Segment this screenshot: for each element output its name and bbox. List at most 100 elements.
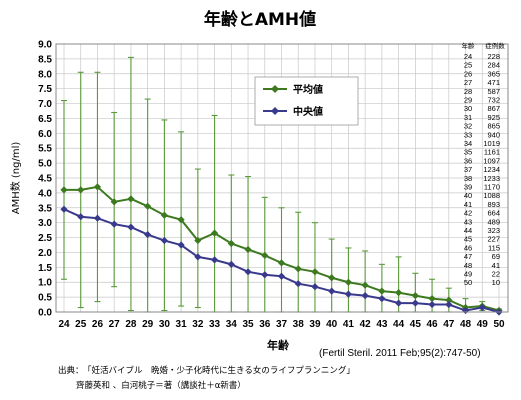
x-tick-label: 48 (460, 319, 472, 330)
y-tick-label: 0.0 (38, 308, 52, 319)
legend-label-median: 中央値 (293, 105, 323, 118)
table-cell-age: 28 (464, 87, 472, 96)
x-tick-label: 28 (125, 319, 137, 330)
x-tick-label: 41 (343, 319, 355, 330)
table-cell-age: 44 (464, 226, 472, 235)
x-tick-label: 49 (477, 319, 489, 330)
median-series-point (160, 236, 168, 245)
mean-series-point (127, 195, 135, 203)
x-tick-label: 38 (293, 319, 305, 330)
median-series-point (344, 290, 353, 298)
table-cell-cases: 664 (487, 209, 500, 218)
median-series-point (194, 253, 202, 261)
table-cell-cases: 732 (487, 96, 500, 105)
median-series-point (361, 292, 369, 300)
y-tick-label: 3.5 (38, 203, 52, 214)
x-tick-label: 24 (58, 319, 70, 330)
table-cell-cases: 1234 (483, 165, 500, 174)
x-tick-label: 33 (209, 319, 221, 330)
table-cell-cases: 1161 (484, 148, 500, 157)
mean-series-point (411, 292, 419, 300)
y-axis-label: AMH数 (ng/ml) (9, 142, 22, 215)
median-series-point (294, 280, 302, 288)
mean-series-point (77, 186, 85, 194)
median-series-point (445, 300, 453, 309)
mean-series-point (160, 211, 168, 219)
table-cell-age: 41 (464, 200, 472, 209)
median-series-point (378, 295, 386, 303)
y-tick-label: 1.0 (38, 278, 52, 289)
y-tick-labels: 0.0 0.5 1.0 1.5 2.0 2.5 3.0 3.5 4.0 4.5 5.0 5.5 6.0 6… (38, 40, 52, 319)
table-cell-cases: 1097 (483, 156, 500, 165)
series-group (60, 183, 503, 316)
median-series-point (77, 213, 85, 221)
median-series-point (478, 303, 486, 312)
median-series-point (311, 283, 319, 291)
x-tick-label: 32 (192, 319, 204, 330)
y-tick-label: 3.0 (38, 218, 52, 229)
table-cell-age: 27 (464, 78, 472, 87)
x-tick-label: 46 (427, 319, 439, 330)
y-tick-label: 7.0 (38, 99, 52, 110)
source-authors: 齊藤英和 、白河桃子＝著（講談社＋α新書） (76, 380, 246, 391)
y-tick-label: 8.5 (38, 54, 52, 65)
mean-series-point (378, 287, 386, 295)
table-cell-age: 29 (464, 96, 472, 105)
legend: 平均値 中央値 (254, 76, 359, 126)
mean-series-point (210, 229, 219, 237)
median-series-point (177, 241, 185, 249)
table-rows: 24 228 25 284 26 365 27 471 28 587 29 732 30 867 31 925… (464, 52, 500, 287)
table-cell-age: 24 (464, 52, 472, 61)
table-cell-cases: 228 (487, 52, 500, 61)
table-cell-age: 48 (464, 261, 472, 270)
table-cell-cases: 227 (487, 235, 500, 244)
table-cell-cases: 940 (487, 130, 500, 139)
table-cell-age: 43 (464, 217, 472, 226)
y-tick-label: 4.5 (38, 174, 52, 185)
x-tick-label: 34 (226, 319, 238, 330)
median-series-point (93, 214, 102, 222)
table-cell-age: 34 (464, 139, 472, 148)
y-tick-label: 2.5 (38, 233, 52, 244)
y-tick-label: 9.0 (38, 40, 52, 51)
citation: (Fertil Steril. 2011 Feb;95(2):747-50) (319, 348, 481, 359)
x-tick-label: 29 (142, 319, 154, 330)
table-cell-cases: 22 (492, 270, 500, 279)
x-tick-label: 42 (360, 319, 372, 330)
table-header-age: 年齢 (462, 41, 476, 50)
table-cell-cases: 115 (488, 243, 500, 252)
mean-series-point (227, 239, 235, 248)
mean-series-point (194, 236, 202, 245)
median-series-point (328, 287, 336, 295)
median-series-point (210, 256, 219, 264)
median-series-point (227, 260, 235, 268)
x-tick-label: 43 (376, 319, 388, 330)
source-book: 「妊活バイブル 晩婚・少子化時代に生きる女のライフプランニング」 (83, 365, 355, 376)
legend-marker-median (271, 107, 279, 115)
table-cell-cases: 489 (487, 217, 500, 226)
mean-series-point (395, 289, 403, 297)
mean-series-point (110, 198, 118, 206)
table-cell-age: 50 (464, 278, 472, 287)
median-series-point (411, 299, 419, 307)
table-header-cases: 症例数 (485, 41, 505, 50)
legend-box (254, 76, 359, 126)
table-cell-cases: 323 (487, 226, 500, 235)
table-cell-age: 47 (464, 252, 472, 261)
median-series-point (127, 223, 135, 231)
table-cell-cases: 925 (487, 113, 500, 122)
y-tick-label: 6.5 (38, 114, 52, 125)
mean-series-point (60, 186, 68, 194)
x-tick-labels: 24 25 26 27 28 29 30 31 32 33 34 35 36 37 38 39 40 41 42 43… (58, 319, 505, 330)
table-cell-cases: 1170 (484, 183, 500, 192)
mean-series-point (93, 183, 102, 191)
table-cell-cases: 893 (487, 200, 500, 209)
y-tick-label: 2.0 (38, 248, 52, 259)
mean-series-point (328, 274, 336, 282)
median-series-point (277, 272, 286, 280)
x-tick-label: 27 (109, 319, 121, 330)
median-series-point (110, 220, 118, 228)
chart-title: 年齢とAMH値 (204, 9, 316, 30)
table-cell-age: 40 (464, 191, 472, 200)
